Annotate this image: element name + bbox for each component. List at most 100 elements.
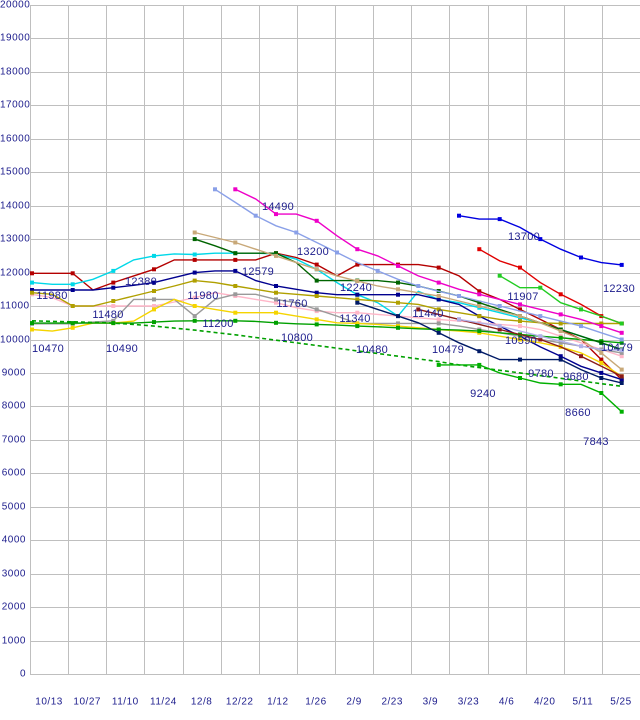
series-marker-s-lilac <box>538 334 543 339</box>
series-marker-s-tan <box>436 294 441 298</box>
series-marker-s-tan <box>314 267 319 272</box>
series-marker-s-gray <box>396 321 400 326</box>
data-point-label: 10479 <box>600 342 634 354</box>
series-line-s-brightgreen <box>499 275 622 325</box>
data-point-label: 11907 <box>507 291 539 303</box>
series-marker-s-tan <box>274 253 278 258</box>
series-marker-s-darknavy2 <box>619 381 624 385</box>
series-marker-s-olive <box>599 321 604 326</box>
series-marker-s-magenta <box>233 187 238 192</box>
data-point-label: 11980 <box>36 290 68 302</box>
y-axis-tick-label: 8000 <box>1 400 26 412</box>
series-marker-s-navy <box>70 288 75 292</box>
series-marker-s-gray <box>558 340 563 345</box>
data-point-label: 9240 <box>470 388 496 400</box>
series-line-s-emerald <box>438 364 623 413</box>
series-marker-s-gray <box>274 297 278 302</box>
series-marker-s-greensolid <box>355 324 360 329</box>
series-marker-s-navy <box>233 268 238 273</box>
series-marker-s-gray <box>111 318 116 323</box>
series-marker-s-darkred <box>436 265 441 270</box>
y-axis-tick-label: 5000 <box>1 501 26 513</box>
series-marker-s-greensolid <box>152 320 156 325</box>
series-marker-s-greensolid <box>436 327 441 332</box>
series-marker-s-darkred <box>152 267 156 272</box>
series-marker-s-olive <box>152 289 156 293</box>
series-marker-s-magenta <box>599 324 604 329</box>
series-marker-s-magenta <box>436 280 441 285</box>
series-marker-s-olive <box>192 278 197 283</box>
series-marker-s-emerald <box>619 409 624 414</box>
x-axis-tick-label: 11/10 <box>111 696 139 708</box>
series-marker-s-navy <box>558 354 563 359</box>
series-marker-s-olive <box>477 314 482 319</box>
series-marker-s-navy <box>436 297 441 302</box>
series-marker-s-tan <box>518 314 522 319</box>
series-marker-s-greensolid <box>233 318 238 323</box>
y-axis-tick-label: 0 <box>19 668 26 680</box>
data-point-label: 12579 <box>241 266 275 278</box>
series-marker-s-darknavy2 <box>396 314 400 319</box>
series-marker-s-greensolid <box>274 320 278 325</box>
series-marker-s-greensolid <box>111 321 116 326</box>
data-point-label: 10590 <box>504 335 538 347</box>
x-axis-tick-label: 10/27 <box>73 696 101 708</box>
series-marker-s-brightgreen <box>538 285 543 290</box>
series-marker-s-brightgreen <box>497 273 502 278</box>
series-marker-s-tan <box>233 240 238 245</box>
data-point-label: 9680 <box>563 371 589 383</box>
data-point-label: 8660 <box>565 407 591 419</box>
series-marker-s-blue <box>579 255 583 260</box>
y-axis-tick-label: 10000 <box>0 334 31 345</box>
data-point-label: 12230 <box>602 283 636 295</box>
series-marker-s-navy <box>314 290 319 295</box>
data-point-label: 11440 <box>412 308 444 320</box>
y-axis-tick-label: 11000 <box>0 300 30 312</box>
series-marker-s-olive <box>355 297 360 302</box>
series-marker-s-yellow <box>70 325 75 330</box>
data-point-label: 10800 <box>280 332 314 344</box>
series-marker-s-pink <box>111 304 116 308</box>
y-axis-tick-label: 18000 <box>0 66 31 78</box>
series-line-s-tan <box>194 231 623 371</box>
series-line-s-pink <box>31 291 622 357</box>
series-marker-s-greensolid <box>192 318 197 323</box>
x-axis-tick-label: 5/25 <box>610 696 632 708</box>
x-axis-tick-label: 2/9 <box>346 696 362 708</box>
series-marker-s-tan <box>477 304 482 308</box>
y-axis-tick-label: 3000 <box>1 568 26 580</box>
series-marker-s-olive <box>111 299 116 303</box>
x-axis-tick-label: 1/26 <box>305 696 327 708</box>
series-marker-s-tan <box>192 230 197 235</box>
series-marker-s-pink <box>274 300 278 305</box>
series-marker-s-gray <box>436 321 441 326</box>
series-marker-s-magenta <box>396 263 400 268</box>
series-marker-s-greensolid <box>477 329 482 334</box>
series-line-s-cyan <box>31 252 622 351</box>
data-point-label: 11480 <box>92 309 124 321</box>
series-marker-s-lilac <box>619 348 624 353</box>
series-marker-s-magenta <box>274 212 278 217</box>
series-marker-s-olive <box>558 321 563 326</box>
series-marker-s-olive <box>396 300 400 305</box>
series-marker-s-maroon2 <box>416 307 421 312</box>
series-marker-s-blue <box>619 262 624 267</box>
series-marker-s-darkred <box>111 280 116 285</box>
series-marker-s-yellow <box>314 317 319 322</box>
series-marker-s-gray <box>152 297 156 302</box>
x-axis-tick-label: 1/12 <box>267 696 289 708</box>
series-marker-s-cornflower <box>253 213 258 218</box>
data-point-label: 12380 <box>124 276 158 288</box>
data-point-label: 13200 <box>296 246 330 258</box>
y-axis-tick-label: 7000 <box>1 434 26 446</box>
series-marker-s-tan <box>355 279 360 283</box>
series-marker-s-blue <box>457 213 461 218</box>
series-marker-s-cornflower <box>335 250 339 255</box>
y-axis-tick-label: 15000 <box>0 166 31 178</box>
series-marker-s-darkred <box>518 307 522 312</box>
series-marker-s-darknavy2 <box>477 349 482 354</box>
data-point-label: 10479 <box>431 344 465 356</box>
series-marker-s-darkred <box>233 257 238 262</box>
series-marker-s-greensolid <box>30 321 34 326</box>
series-marker-s-red <box>558 292 563 297</box>
